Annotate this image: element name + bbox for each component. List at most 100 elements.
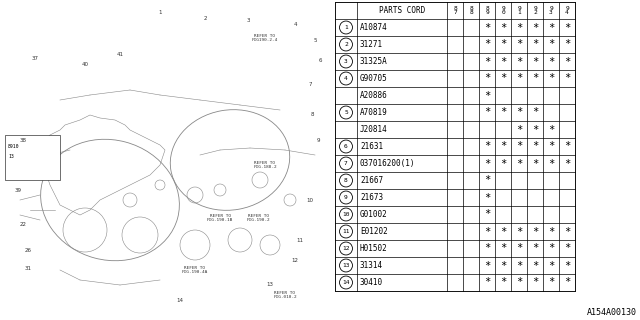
Text: A20886: A20886 [360, 91, 388, 100]
Text: 39: 39 [15, 188, 22, 193]
Text: *: * [484, 141, 490, 151]
Text: A154A00130: A154A00130 [587, 308, 637, 317]
Text: 8
9: 8 9 [485, 6, 489, 15]
Text: 21667: 21667 [360, 176, 383, 185]
Text: *: * [500, 74, 506, 84]
Text: *: * [564, 277, 570, 287]
Text: *: * [532, 108, 538, 117]
Text: *: * [516, 74, 522, 84]
Text: 3: 3 [344, 59, 348, 64]
Text: 12: 12 [291, 258, 298, 262]
Text: 13: 13 [266, 283, 273, 287]
Text: *: * [484, 22, 490, 33]
Text: *: * [564, 141, 570, 151]
Text: *: * [564, 227, 570, 236]
Text: 3: 3 [246, 18, 250, 22]
Text: *: * [532, 74, 538, 84]
Text: REFER TO
FIG.190-2: REFER TO FIG.190-2 [246, 214, 270, 222]
Bar [335, 2, 575, 291]
Text: 31271: 31271 [360, 40, 383, 49]
Text: 4: 4 [293, 22, 297, 28]
Text: 8: 8 [310, 113, 314, 117]
Text: *: * [548, 244, 554, 253]
Text: *: * [484, 158, 490, 169]
Text: *: * [516, 158, 522, 169]
Text: REFER TO
FIG.190-1B: REFER TO FIG.190-1B [207, 214, 233, 222]
Text: *: * [516, 277, 522, 287]
Text: *: * [484, 91, 490, 100]
Text: *: * [548, 74, 554, 84]
Text: 38: 38 [19, 138, 26, 142]
Text: *: * [516, 141, 522, 151]
Text: 1: 1 [344, 25, 348, 30]
Text: *: * [564, 260, 570, 270]
Text: *: * [500, 277, 506, 287]
Text: J20814: J20814 [360, 125, 388, 134]
Text: *: * [516, 108, 522, 117]
Text: 9: 9 [344, 195, 348, 200]
Text: 037016200(1): 037016200(1) [360, 159, 415, 168]
Text: 5: 5 [313, 37, 317, 43]
Text: *: * [532, 277, 538, 287]
Text: 9
2: 9 2 [533, 6, 537, 15]
Text: *: * [548, 22, 554, 33]
Text: *: * [516, 22, 522, 33]
Text: REFER TO
FIG190-2-4: REFER TO FIG190-2-4 [252, 34, 278, 42]
Text: 8: 8 [344, 178, 348, 183]
Text: *: * [484, 227, 490, 236]
Text: *: * [564, 158, 570, 169]
Text: *: * [500, 158, 506, 169]
Text: *: * [548, 227, 554, 236]
Text: 6: 6 [318, 58, 322, 62]
Text: 10: 10 [307, 197, 314, 203]
Text: *: * [484, 74, 490, 84]
Text: *: * [516, 244, 522, 253]
Text: 31325A: 31325A [360, 57, 388, 66]
Text: *: * [500, 260, 506, 270]
Text: *: * [484, 175, 490, 186]
Text: *: * [548, 260, 554, 270]
Text: 9
3: 9 3 [549, 6, 553, 15]
Text: *: * [484, 108, 490, 117]
Text: 9
1: 9 1 [517, 6, 521, 15]
Text: 8
8: 8 8 [469, 6, 473, 15]
Text: *: * [516, 260, 522, 270]
Text: *: * [532, 244, 538, 253]
Text: *: * [484, 244, 490, 253]
Text: *: * [500, 39, 506, 50]
Bar [0, 0, 335, 320]
Text: *: * [484, 39, 490, 50]
Text: 9
0: 9 0 [501, 6, 505, 15]
Text: G01002: G01002 [360, 210, 388, 219]
Text: *: * [484, 260, 490, 270]
Text: 7: 7 [308, 83, 312, 87]
Text: *: * [532, 260, 538, 270]
Text: 9: 9 [316, 138, 320, 142]
Text: 5: 5 [344, 110, 348, 115]
Text: 30410: 30410 [360, 278, 383, 287]
Text: 22: 22 [19, 222, 26, 228]
Text: *: * [500, 22, 506, 33]
Text: 14: 14 [342, 280, 349, 285]
Text: 11: 11 [342, 229, 349, 234]
Text: 21673: 21673 [360, 193, 383, 202]
Text: 2: 2 [344, 42, 348, 47]
Text: *: * [500, 244, 506, 253]
Text: 14: 14 [177, 298, 184, 302]
Text: G90705: G90705 [360, 74, 388, 83]
Text: *: * [484, 210, 490, 220]
Text: 31314: 31314 [360, 261, 383, 270]
Text: *: * [548, 158, 554, 169]
Text: REFER TO
FIG.188-2: REFER TO FIG.188-2 [253, 161, 277, 169]
Text: 2: 2 [204, 15, 207, 20]
Text: A10874: A10874 [360, 23, 388, 32]
Text: *: * [532, 158, 538, 169]
Text: 13: 13 [342, 263, 349, 268]
Text: *: * [548, 57, 554, 67]
Text: *: * [532, 57, 538, 67]
Text: 41: 41 [116, 52, 124, 58]
Text: *: * [548, 39, 554, 50]
Text: REFER TO
FIG.010-2: REFER TO FIG.010-2 [273, 291, 297, 299]
Text: 9
4: 9 4 [565, 6, 569, 15]
Text: 12: 12 [342, 246, 349, 251]
